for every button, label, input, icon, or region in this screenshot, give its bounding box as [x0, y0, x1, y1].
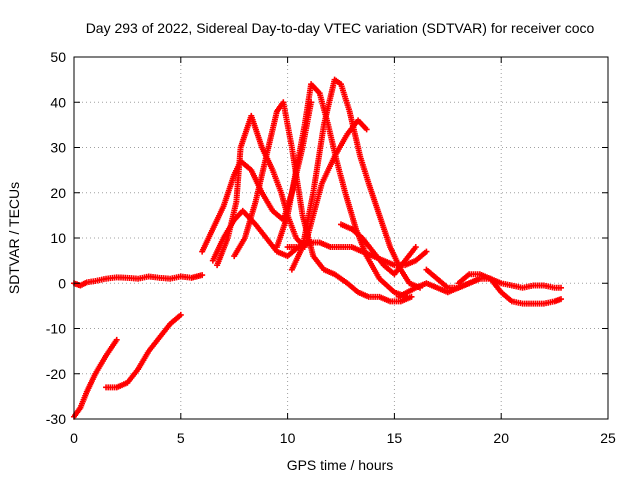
- data-point: [558, 284, 565, 291]
- chart-title: Day 293 of 2022, Sidereal Day-to-day VTE…: [86, 20, 595, 36]
- data-point: [113, 336, 120, 343]
- series-pass-h: [338, 221, 419, 278]
- x-axis-label: GPS time / hours: [287, 457, 394, 473]
- y-axis-label: SDTVAR / TECUs: [6, 182, 22, 294]
- series-pass-k: [455, 271, 565, 307]
- data-point: [423, 248, 430, 255]
- x-tick-label: 25: [600, 430, 616, 446]
- series-pass-neg-2: [103, 311, 184, 391]
- y-tick-label: 10: [50, 230, 66, 246]
- series-pass-j: [423, 266, 565, 291]
- data-point: [558, 296, 565, 303]
- x-tick-label: 15: [387, 430, 403, 446]
- data-point: [363, 126, 370, 133]
- series-pass-neg-1: [71, 336, 120, 420]
- tick-layer: 0 5 10 15 20 25 -30 -20 -10 0 10 20 30 40 50: [46, 49, 616, 446]
- data-point: [412, 244, 419, 251]
- data-point: [177, 311, 184, 318]
- y-tick-label: -10: [46, 321, 66, 337]
- y-tick-label: -30: [46, 411, 66, 427]
- y-tick-label: 0: [58, 275, 66, 291]
- series-pass-near-zero: [71, 272, 206, 289]
- x-tick-label: 5: [177, 430, 185, 446]
- x-tick-label: 20: [493, 430, 509, 446]
- data-layer: [71, 76, 565, 420]
- data-point: [199, 272, 206, 279]
- x-tick-label: 10: [280, 430, 296, 446]
- y-tick-label: 20: [50, 185, 66, 201]
- y-tick-label: 30: [50, 140, 66, 156]
- y-tick-label: -20: [46, 366, 66, 382]
- x-tick-label: 0: [70, 430, 78, 446]
- grid-layer: [74, 57, 608, 419]
- series-pass-f: [288, 76, 424, 291]
- y-tick-label: 50: [50, 49, 66, 65]
- y-tick-label: 40: [50, 94, 66, 110]
